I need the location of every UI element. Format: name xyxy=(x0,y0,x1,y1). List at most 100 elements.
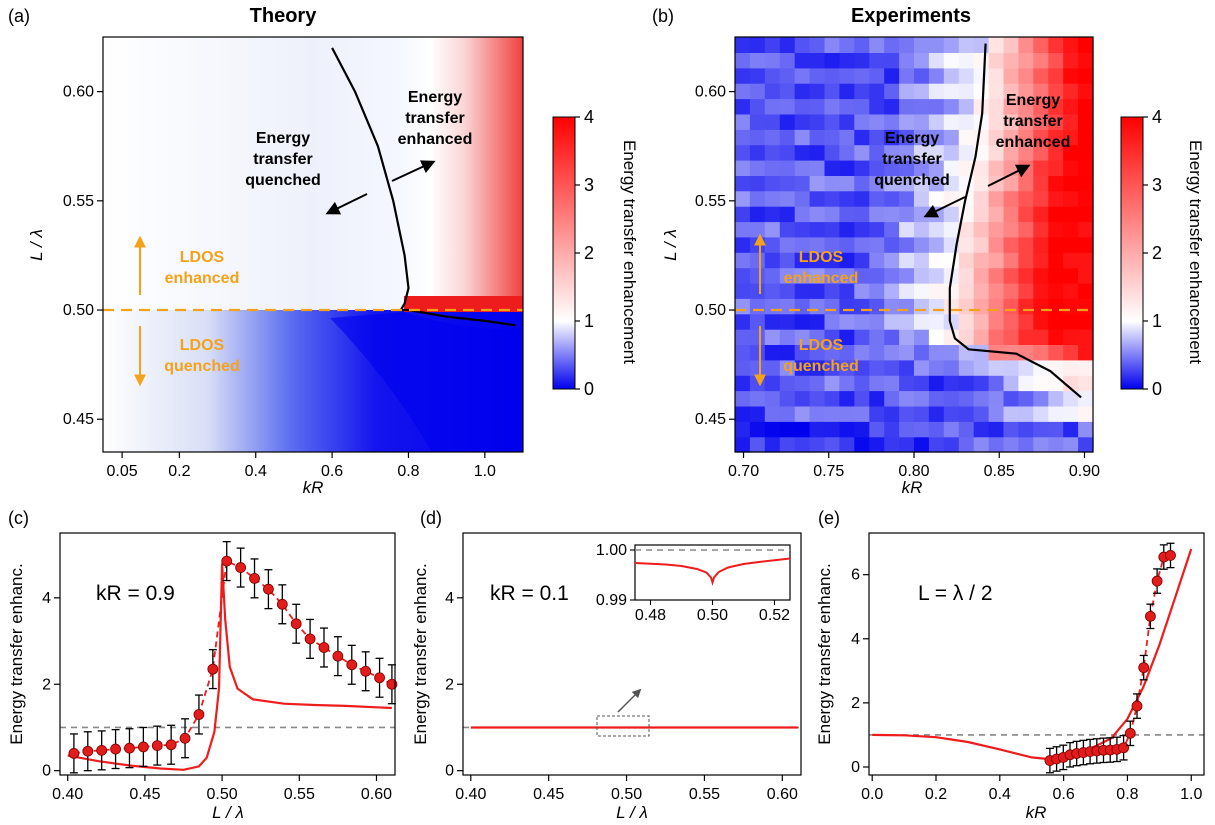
heatmap-b-cell xyxy=(764,160,781,176)
heatmap-b-cell xyxy=(794,144,811,161)
e-data-point xyxy=(1165,550,1176,561)
annotation-ldos-quenched-a-2: quenched xyxy=(164,358,240,375)
heatmap-b-cell xyxy=(854,313,870,330)
heatmap-b-cell xyxy=(899,67,915,84)
heatmap-b-cell xyxy=(735,359,751,376)
x-axis-label-c: L / λ xyxy=(212,803,244,822)
heatmap-b-cell xyxy=(1033,390,1049,407)
heatmap-b-cell xyxy=(899,144,915,161)
heatmap-b-cell xyxy=(854,67,870,84)
heatmap-b-cell xyxy=(988,113,1005,130)
c-xtick-label-1: 0.45 xyxy=(129,786,160,803)
heatmap-b-cell xyxy=(988,359,1005,376)
heatmap-b-cell xyxy=(1018,421,1034,438)
panel-b: (b) Experiments 0.70 0.75 0.80 0.85 0.90 0.45… xyxy=(652,5,1205,497)
heatmap-b-cell xyxy=(1018,206,1034,223)
heatmap-b-cell xyxy=(824,405,840,422)
heatmap-b-cell xyxy=(973,359,990,376)
heatmap-b-cell xyxy=(824,221,840,238)
heatmap-b-cell xyxy=(973,52,990,69)
inset-d: 0.48 0.50 0.52 0.99 1.00 xyxy=(596,542,791,624)
heatmap-b-cell xyxy=(884,375,900,392)
heatmap-b-cell xyxy=(869,206,885,223)
boundary-curve-b xyxy=(948,43,1082,399)
heatmap-b-cell xyxy=(1003,236,1019,253)
heatmap-b-cell xyxy=(1033,206,1049,223)
heatmap-b-cell xyxy=(899,375,915,392)
c-xtick-label-2: 0.50 xyxy=(207,786,238,803)
heatmap-b-cell xyxy=(869,236,885,253)
heatmap-b-cell xyxy=(943,421,960,438)
axes-a: 0.05 0.2 0.4 0.6 0.8 1.0 0.45 0.50 0.55 0.60 xyxy=(63,84,496,480)
param-label-e: L = λ / 2 xyxy=(918,582,993,605)
heatmap-b-cell xyxy=(1018,267,1034,284)
c-data-point xyxy=(304,633,316,645)
heatmap-b-cell xyxy=(884,129,900,146)
heatmap-b-cell xyxy=(928,282,945,299)
axes-b: 0.70 0.75 0.80 0.85 0.90 0.45 0.50 0.55 0.60 xyxy=(695,84,1100,480)
heatmap-b-cell xyxy=(1018,67,1034,84)
heatmap-b-cell xyxy=(1033,344,1049,361)
heatmap-b-cell xyxy=(809,313,826,330)
heatmap-b-cell xyxy=(749,313,766,330)
heatmap-b-cell xyxy=(943,252,960,269)
colorbar-a-tick-label-2: 2 xyxy=(584,243,594,263)
heatmap-b-cell xyxy=(958,375,975,392)
heatmap-b-cell xyxy=(1018,190,1034,207)
heatmap-b-cell xyxy=(1078,52,1094,69)
heatmap-b-cell xyxy=(809,236,826,253)
heatmap-b-cell xyxy=(958,37,975,53)
heatmap-b-cell xyxy=(824,421,840,438)
heatmap-b-cell xyxy=(973,390,990,407)
heatmap-b-cell xyxy=(809,52,826,69)
inset-d-ytick-label-0: 0.99 xyxy=(596,592,627,609)
b-xtick-label-3: 0.85 xyxy=(984,463,1015,480)
heatmap-b-cell xyxy=(869,282,885,299)
inset-d-xtick-label-2: 0.52 xyxy=(759,607,790,624)
heatmap-b-cell xyxy=(1033,329,1049,345)
e-data-point xyxy=(1118,742,1129,754)
heatmap-b-cell xyxy=(869,98,885,115)
heatmap-b-cell xyxy=(899,190,915,207)
heatmap-b-cell xyxy=(735,83,751,100)
heatmap-b-cell xyxy=(824,236,840,253)
heatmap-b-cell xyxy=(1018,375,1034,392)
e-experiment-line xyxy=(1049,554,1171,762)
heatmap-b-cell xyxy=(884,175,900,192)
heatmap-b-cell xyxy=(1033,298,1049,315)
heatmap-b-cell xyxy=(809,129,826,146)
heatmap-b-cell xyxy=(735,221,751,238)
colorbar-a-bar xyxy=(552,116,576,390)
heatmap-b-cell xyxy=(1048,129,1064,146)
heatmap-b-cell xyxy=(1063,405,1079,422)
heatmap-b-cell xyxy=(943,329,960,345)
heatmap-b-cell xyxy=(988,421,1005,438)
heatmap-b-cell xyxy=(794,175,811,192)
b-ytick-label-0: 0.45 xyxy=(695,411,726,428)
heatmap-b-cell xyxy=(824,144,840,161)
heatmap-b-cell xyxy=(839,175,855,192)
heatmap-b-cell xyxy=(943,144,960,161)
c-data-point xyxy=(276,598,288,610)
heatmap-b-cell xyxy=(958,160,975,176)
heatmap-b-cell xyxy=(839,236,855,253)
annotation-enhanced-b-2: transfer xyxy=(1003,113,1063,130)
heatmap-b-cell xyxy=(809,344,826,361)
a-ytick-label-0: 0.45 xyxy=(63,411,94,428)
heatmap-b-cell xyxy=(914,37,930,53)
heatmap-b-cell xyxy=(928,344,945,361)
heatmap-b-cell xyxy=(839,67,855,84)
heatmap-b-cell xyxy=(869,267,885,284)
heatmap-b-cell xyxy=(869,298,885,315)
heatmap-b-cell xyxy=(749,267,766,284)
heatmap-b-cell xyxy=(1063,206,1079,223)
heatmap-b-cell xyxy=(1063,52,1079,69)
x-axis-label-d: L / λ xyxy=(616,803,648,822)
heatmap-b-cell xyxy=(764,375,781,392)
heatmap-b-cell xyxy=(1048,83,1064,100)
annotation-ldos-enhanced-a-1: LDOS xyxy=(180,249,225,266)
d-xtick-label-4: 0.60 xyxy=(767,786,798,803)
heatmap-b-cell xyxy=(1003,129,1019,146)
heatmap-b-cell xyxy=(1003,221,1019,238)
heatmap-b-cell xyxy=(1018,236,1034,253)
